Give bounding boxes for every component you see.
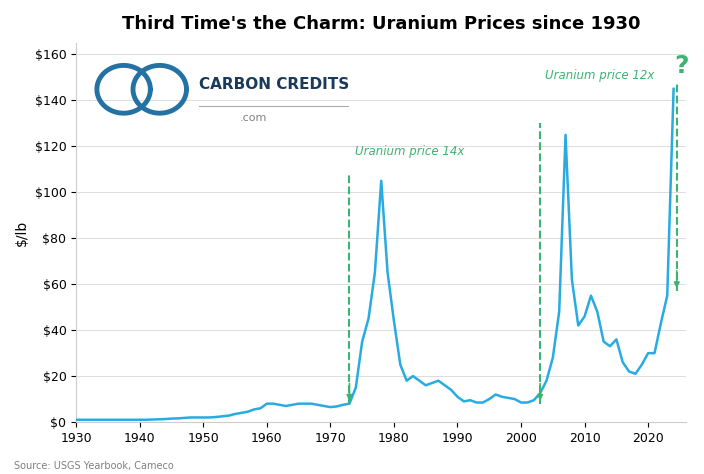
Text: CARBON CREDITS: CARBON CREDITS bbox=[199, 77, 348, 91]
Title: Third Time's the Charm: Uranium Prices since 1930: Third Time's the Charm: Uranium Prices s… bbox=[122, 15, 641, 33]
Text: Source: USGS Yearbook, Cameco: Source: USGS Yearbook, Cameco bbox=[14, 461, 174, 471]
Text: Uranium price 12x: Uranium price 12x bbox=[545, 69, 655, 82]
Text: .com: .com bbox=[240, 113, 268, 123]
Y-axis label: $/lb: $/lb bbox=[15, 219, 29, 246]
Text: Uranium price 14x: Uranium price 14x bbox=[355, 145, 464, 158]
Text: ?: ? bbox=[674, 55, 689, 78]
